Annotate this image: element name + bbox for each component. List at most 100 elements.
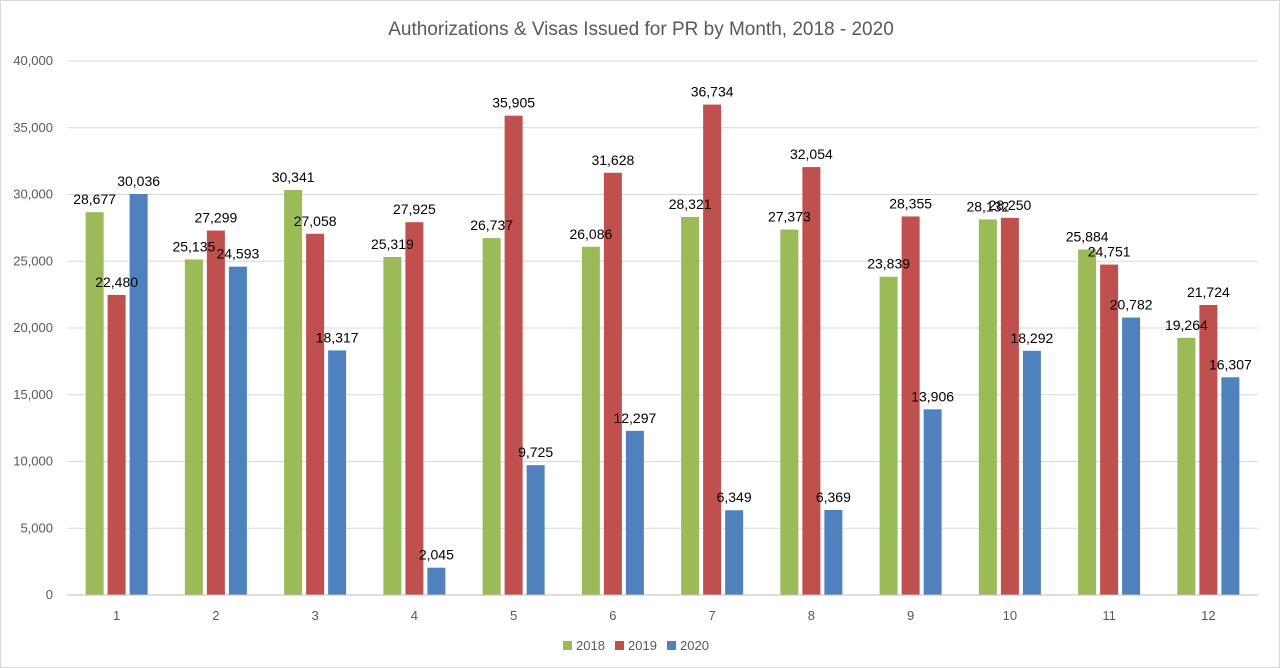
legend-swatch-2018 — [563, 641, 572, 650]
x-tick-label: 11 — [1102, 608, 1116, 623]
y-tick-label: 10,000 — [13, 454, 53, 469]
x-axis: 1 2 3 4 5 6 7 8 9 10 11 12 — [67, 594, 1258, 623]
y-tick-label: 40,000 — [13, 53, 53, 68]
data-labels: 28,677 22,480 30,036 25,135 27,299 24,593 30,3… — [73, 84, 1252, 563]
data-label: 19,264 — [1165, 317, 1208, 333]
y-tick-label: 30,000 — [13, 187, 53, 202]
x-tick-label: 5 — [510, 608, 517, 623]
data-label: 27,925 — [393, 201, 436, 217]
bar-2019-1 — [107, 294, 126, 595]
bar-2020-4 — [427, 567, 446, 595]
bar-2018-11 — [1078, 249, 1097, 595]
data-label: 24,593 — [216, 246, 259, 262]
x-tick-label: 10 — [1003, 608, 1017, 623]
data-label: 21,724 — [1187, 284, 1230, 300]
bar-2018-4 — [383, 256, 402, 595]
x-tick-label: 3 — [312, 608, 319, 623]
data-label: 18,317 — [316, 329, 359, 345]
bar-2018-5 — [482, 238, 501, 596]
data-label: 24,751 — [1088, 244, 1131, 260]
x-tick-label: 7 — [709, 608, 716, 623]
bar-2020-6 — [625, 430, 644, 595]
data-label: 28,321 — [669, 196, 712, 212]
x-tick-label: 6 — [609, 608, 616, 623]
data-label: 30,036 — [117, 173, 160, 189]
legend: 2018 2019 2020 — [563, 638, 709, 653]
bar-2018-6 — [581, 246, 600, 596]
bar-2018-12 — [1177, 337, 1196, 595]
y-tick-label: 0 — [46, 587, 53, 602]
data-label: 28,355 — [889, 195, 932, 211]
data-label: 28,132 — [966, 198, 1009, 214]
data-label: 18,292 — [1010, 330, 1053, 346]
data-label: 32,054 — [790, 146, 833, 162]
data-label: 6,349 — [717, 489, 752, 505]
legend-swatch-2020 — [667, 641, 676, 650]
data-label: 25,884 — [1066, 228, 1109, 244]
bar-2019-4 — [405, 222, 424, 596]
x-tick-label: 8 — [808, 608, 815, 623]
bar-2020-5 — [526, 465, 545, 595]
data-label: 27,058 — [294, 213, 337, 229]
data-label: 6,369 — [816, 489, 851, 505]
data-label: 31,628 — [591, 152, 634, 168]
data-label: 35,905 — [492, 95, 535, 111]
data-label: 26,737 — [470, 217, 513, 233]
data-label: 22,480 — [95, 274, 138, 290]
bar-2019-7 — [703, 104, 722, 595]
legend-label: 2020 — [680, 638, 709, 653]
bar-2018-10 — [978, 219, 997, 595]
data-label: 27,299 — [194, 210, 237, 226]
bar-2020-1 — [129, 194, 148, 595]
x-tick-label: 2 — [212, 608, 219, 623]
bar-2020-8 — [824, 509, 843, 595]
bar-2019-10 — [1000, 217, 1019, 596]
bar-2018-2 — [184, 259, 203, 595]
bar-2020-11 — [1122, 317, 1141, 595]
bar-2019-2 — [206, 230, 225, 595]
bars — [85, 104, 1240, 596]
y-tick-label: 25,000 — [13, 253, 53, 268]
data-label: 28,250 — [988, 197, 1031, 213]
data-label: 16,307 — [1209, 356, 1252, 372]
bar-2020-9 — [923, 409, 942, 595]
data-label: 20,782 — [1110, 297, 1153, 313]
y-tick-label: 20,000 — [13, 320, 53, 335]
bar-2020-12 — [1221, 377, 1240, 595]
x-tick-label: 1 — [113, 608, 120, 623]
data-label: 25,319 — [371, 236, 414, 252]
bar-2020-10 — [1022, 350, 1041, 595]
bar-2018-8 — [780, 229, 799, 596]
legend-label: 2019 — [628, 638, 657, 653]
data-label: 25,135 — [172, 238, 215, 254]
data-label: 2,045 — [419, 547, 454, 563]
y-tick-label: 5,000 — [20, 520, 53, 535]
legend-label: 2018 — [576, 638, 605, 653]
bar-2018-7 — [681, 216, 700, 595]
x-tick-label: 9 — [907, 608, 914, 623]
data-label: 26,086 — [569, 226, 612, 242]
bar-2019-12 — [1199, 304, 1218, 595]
chart-title: Authorizations & Visas Issued for PR by … — [388, 19, 894, 40]
y-axis: 0 5,000 10,000 15,000 20,000 25,000 30,000 35,0… — [13, 53, 53, 602]
data-label: 28,677 — [73, 191, 116, 207]
bar-2019-6 — [603, 172, 622, 595]
y-tick-label: 35,000 — [13, 120, 53, 135]
bar-2019-5 — [504, 115, 523, 596]
bar-2020-7 — [725, 510, 744, 595]
y-tick-label: 15,000 — [13, 387, 53, 402]
bar-2019-11 — [1100, 264, 1119, 595]
bar-2019-9 — [901, 216, 920, 595]
data-label: 13,906 — [911, 388, 954, 404]
gridlines — [67, 60, 1258, 529]
bar-2020-3 — [328, 350, 347, 595]
data-label: 30,341 — [272, 169, 315, 185]
data-label: 27,373 — [768, 209, 811, 225]
bar-2019-3 — [306, 233, 325, 595]
bar-2018-9 — [879, 276, 898, 595]
bar-2018-3 — [284, 189, 303, 596]
data-label: 23,839 — [867, 256, 910, 272]
legend-swatch-2019 — [615, 641, 624, 650]
